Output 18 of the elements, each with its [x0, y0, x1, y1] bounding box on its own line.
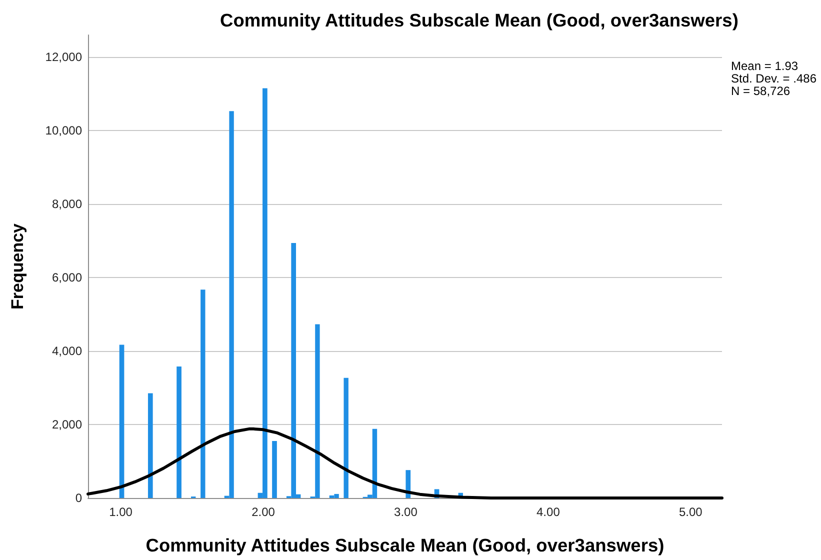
y-tick-label: 2,000 [52, 418, 82, 432]
x-tick-label: 4.00 [536, 505, 560, 519]
text: Std. Dev. = .486 [731, 72, 817, 86]
x-tick-label: 3.00 [394, 505, 418, 519]
text: Mean = 1.93 [731, 59, 798, 73]
y-tick-label: 8,000 [52, 197, 82, 212]
chart-title: Community Attitudes Subscale Mean (Good, over3answers) [220, 10, 738, 30]
y-tick-label: 0 [75, 491, 82, 505]
y-axis-title: Frequency [8, 222, 27, 310]
x-tick-label: 1.00 [109, 505, 133, 519]
y-tick-label: 6,000 [52, 270, 82, 285]
text: N = 58,726 [731, 84, 790, 98]
y-tick-label: 10,000 [45, 124, 82, 138]
y-tick-label: 12,000 [45, 50, 82, 64]
y-tick-label: 4,000 [52, 344, 82, 358]
x-axis-title: Community Attitudes Subscale Mean (Good, over3answers) [146, 534, 664, 556]
x-tick-label: 2.00 [252, 505, 276, 519]
x-tick-label: 5.00 [678, 505, 703, 519]
